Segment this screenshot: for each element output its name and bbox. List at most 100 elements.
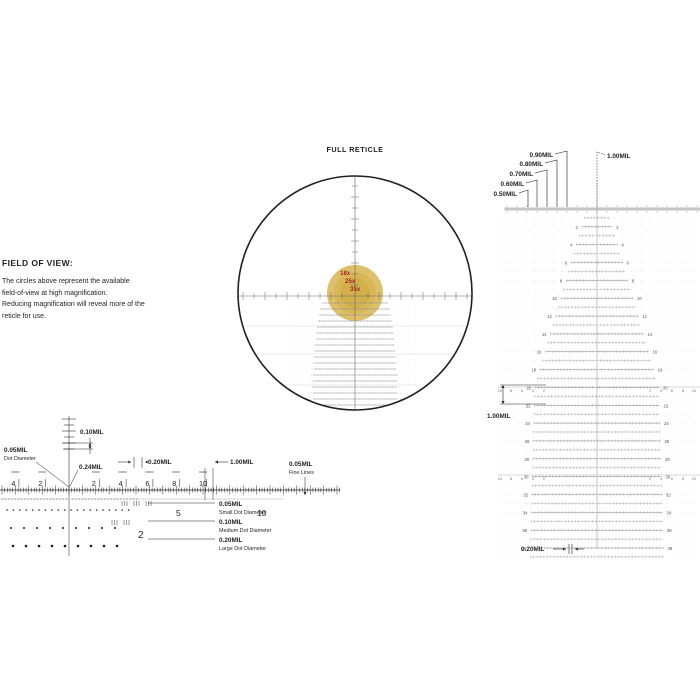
detail-axis-number: 10 bbox=[692, 476, 697, 481]
detail-axis-number: 4 bbox=[660, 388, 663, 393]
detail-row-number-right: 16 bbox=[653, 350, 658, 355]
detail-row-number-right: 34 bbox=[667, 510, 672, 515]
detail-row-number-left: 4 bbox=[570, 243, 573, 248]
detail-tree bbox=[530, 216, 664, 559]
callout-100mil-top: 1.00MIL bbox=[607, 153, 631, 160]
detail-row-number-left: 12 bbox=[547, 314, 552, 319]
field-of-view-line-2: field-of-view at high magnification. bbox=[2, 289, 108, 297]
bl-010mil-dim bbox=[63, 438, 93, 454]
detail-row-number-right: 2 bbox=[616, 225, 619, 230]
detail-row-number-right: 28 bbox=[665, 457, 670, 462]
detail-row-number-right: 4 bbox=[621, 243, 624, 248]
bl-legend: 0.05MIL Small Dot Diameter 0.10MIL Mediu… bbox=[148, 501, 272, 552]
detail-row-number-left: 18 bbox=[532, 368, 537, 373]
callout-060mil: 0.60MIL bbox=[501, 181, 525, 188]
bl-100mil-dim bbox=[215, 460, 228, 464]
field-of-view-line-4: reticle for use. bbox=[2, 312, 46, 320]
detail-row-number-left: 20 bbox=[526, 385, 531, 390]
detail-row-number-right: 30 bbox=[666, 475, 671, 480]
field-of-view-title: FIELD OF VIEW: bbox=[2, 258, 74, 268]
detail-axis-number: 4 bbox=[532, 476, 535, 481]
full-reticle-title: FULL RETICLE bbox=[327, 145, 384, 154]
callout-070mil: 0.70MIL bbox=[510, 171, 534, 178]
bl-callout-024mil: 0.24MIL bbox=[79, 464, 103, 471]
bl-callout-100mil: 1.00MIL bbox=[230, 459, 254, 466]
detail-row-number-left: 30 bbox=[524, 475, 529, 480]
bl-ruler-number: 2 bbox=[38, 479, 42, 488]
top-callouts: 0.50MIL 0.60MIL 0.70MIL 0.80MIL 0.90MIL … bbox=[494, 150, 631, 207]
detail-row-number-right: 10 bbox=[637, 296, 642, 301]
bl-ruler-ticks bbox=[1, 485, 340, 495]
detail-axis-number: 8 bbox=[510, 388, 513, 393]
legend-medium-sub: Medium Dot Diameter bbox=[219, 528, 272, 534]
detail-row-number-left: 32 bbox=[523, 493, 528, 498]
detail-axis-number: 10 bbox=[498, 476, 503, 481]
bl-vertical-stack bbox=[62, 416, 76, 488]
legend-medium-label: 0.10MIL bbox=[219, 519, 243, 526]
bl-callout-010mil: 0.10MIL bbox=[80, 429, 104, 436]
bl-dot-rows bbox=[0, 498, 284, 548]
bl-ruler-numbers: 4 2 2 4 6 8 10 bbox=[11, 479, 207, 488]
detail-row-number-right: 38 bbox=[668, 546, 673, 551]
detail-row-number-left: 2 bbox=[575, 225, 578, 230]
detail-row-number-right: 18 bbox=[658, 368, 663, 373]
field-of-view-line-3: Reducing magnification will reveal more … bbox=[2, 301, 145, 308]
detail-row-number-right: 14 bbox=[647, 332, 652, 337]
bl-callout-fine: 0.05MIL bbox=[289, 461, 313, 468]
bl-marker-10: 10 bbox=[257, 508, 267, 518]
detail-axis-number: 10 bbox=[692, 388, 697, 393]
detail-row-number-right: 22 bbox=[664, 403, 669, 408]
detail-axis-number: 2 bbox=[543, 476, 546, 481]
detail-row-number-left: 22 bbox=[526, 403, 531, 408]
bl-callout-fine-sub: Fine Lines bbox=[289, 470, 314, 476]
detail-row-number-right: 24 bbox=[664, 421, 669, 426]
vertical-mil-label: 1.00MIL bbox=[487, 413, 511, 420]
detail-row-number-right: 26 bbox=[665, 439, 670, 444]
bl-marker-2: 2 bbox=[138, 530, 144, 541]
field-of-view-line-1: The circles above represent the availabl… bbox=[2, 278, 130, 285]
bl-callout-005mil: 0.05MIL bbox=[4, 447, 28, 454]
detail-row-number-left: 38 bbox=[522, 546, 527, 551]
bl-ruler-number: 10 bbox=[199, 479, 207, 488]
detail-row-number-right: 20 bbox=[663, 385, 668, 390]
horizontal-crosshair bbox=[238, 292, 472, 300]
bl-ruler-number: 4 bbox=[119, 479, 123, 488]
fov-label-25x: 25x bbox=[345, 278, 356, 285]
field-of-view-block: FIELD OF VIEW: The circles above represe… bbox=[2, 258, 192, 322]
detail-axis-number: 2 bbox=[649, 476, 652, 481]
callout-080mil: 0.80MIL bbox=[520, 161, 544, 168]
bl-ruler-number: 2 bbox=[92, 479, 96, 488]
legend-small-label: 0.05MIL bbox=[219, 501, 243, 508]
detail-row-number-right: 6 bbox=[627, 261, 630, 266]
detail-row-number-left: 24 bbox=[525, 421, 530, 426]
callout-050mil: 0.50MIL bbox=[494, 191, 518, 198]
fov-label-35x: 35x bbox=[350, 286, 361, 293]
legend-small-sub: Small Dot Diameter bbox=[219, 510, 266, 516]
detail-axis-number: 8 bbox=[510, 476, 513, 481]
detail-row-number-left: 8 bbox=[560, 278, 563, 283]
detail-panel: 0.50MIL 0.60MIL 0.70MIL 0.80MIL 0.90MIL … bbox=[487, 150, 700, 559]
detail-axis-number: 4 bbox=[660, 476, 663, 481]
bl-center-stadia bbox=[68, 468, 214, 556]
upper-stadia bbox=[351, 185, 359, 286]
full-reticle-content bbox=[238, 176, 472, 410]
detail-row-number-right: 32 bbox=[666, 493, 671, 498]
vertical-mil-callout: 1.00MIL bbox=[487, 384, 546, 420]
detail-row-number-right: 36 bbox=[667, 528, 672, 533]
detail-axis-number: 6 bbox=[521, 388, 524, 393]
bl-callout-005mil-sub: Dot Diameter bbox=[4, 456, 36, 462]
detail-axis-number: 2 bbox=[649, 388, 652, 393]
detail-row-number-right: 12 bbox=[642, 314, 647, 319]
bl-ruler-number: 8 bbox=[172, 479, 176, 488]
detail-axis-number: 6 bbox=[671, 476, 674, 481]
detail-axis-number: 4 bbox=[532, 388, 535, 393]
bl-ruler-number: 4 bbox=[11, 479, 15, 488]
detail-row-number-left: 6 bbox=[565, 261, 568, 266]
fov-label-18x: 18x bbox=[340, 270, 351, 277]
detail-row-number-left: 34 bbox=[523, 510, 528, 515]
detail-row-number-left: 28 bbox=[524, 457, 529, 462]
full-reticle-circle bbox=[237, 175, 473, 411]
detail-axis-number: 8 bbox=[682, 476, 685, 481]
